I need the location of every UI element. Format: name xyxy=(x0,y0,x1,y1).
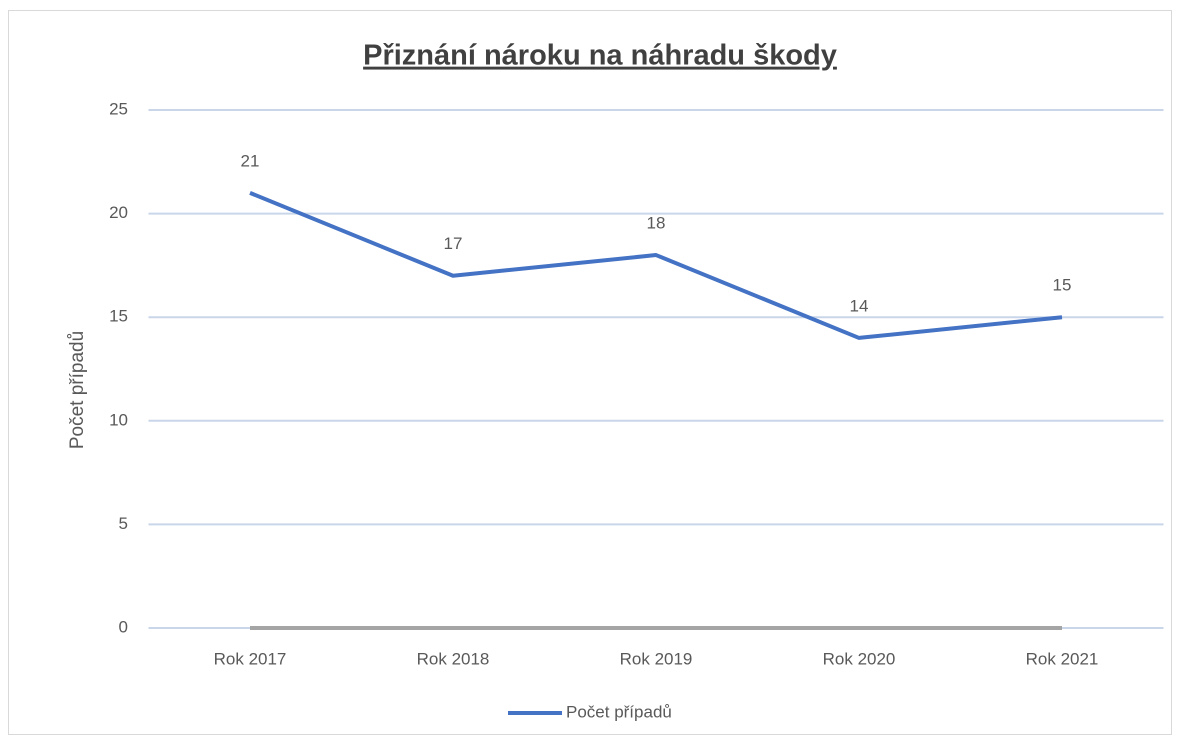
y-tick-label: 20 xyxy=(109,203,128,222)
y-tick-label: 10 xyxy=(109,410,128,429)
x-tick-label: Rok 2021 xyxy=(1026,649,1099,668)
y-tick-label: 0 xyxy=(119,617,128,636)
x-tick-label: Rok 2019 xyxy=(620,649,693,668)
x-tick-label: Rok 2018 xyxy=(417,649,490,668)
data-label: 21 xyxy=(241,151,260,170)
chart-title: Přiznání nároku na náhradu škody xyxy=(363,40,837,72)
data-label: 14 xyxy=(850,296,869,315)
x-tick-label: Rok 2017 xyxy=(214,649,287,668)
x-tick-label: Rok 2020 xyxy=(823,649,896,668)
chart-border xyxy=(8,10,1172,735)
y-tick-label: 25 xyxy=(109,99,128,118)
data-label: 17 xyxy=(444,234,463,253)
y-tick-label: 15 xyxy=(109,307,128,326)
y-axis-label: Počet případů xyxy=(67,331,88,449)
y-tick-label: 5 xyxy=(119,514,128,533)
legend-label: Počet případů xyxy=(566,702,672,721)
data-label: 18 xyxy=(647,214,666,233)
data-label: 15 xyxy=(1053,276,1072,295)
line-series xyxy=(249,191,1063,340)
